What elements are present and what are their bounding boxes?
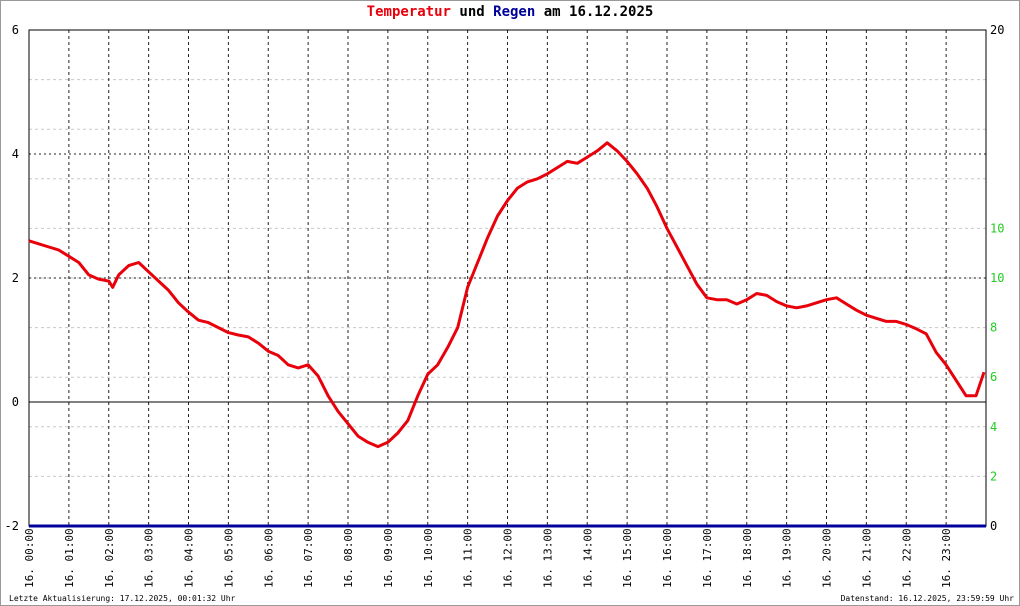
title-and: und [459,4,485,20]
left-tick-label: 4 [12,147,19,161]
x-tick-label: 16. 23:00 [940,528,953,588]
right-tick-label: 4 [990,420,997,434]
footer-last-update: Letzte Aktualisierung: 17.12.2025, 00:01… [9,594,236,603]
right-tick-label: 2 [990,469,997,483]
left-tick-label: 0 [12,395,19,409]
x-tick-label: 16. 02:00 [103,528,116,588]
x-tick-label: 16. 20:00 [821,528,834,588]
x-tick-label: 16. 15:00 [621,528,634,588]
temperature-series-line [28,141,986,449]
grid-layer [29,30,986,526]
x-tick-label: 16. 06:00 [262,528,275,588]
x-tick-label: 16. 00:00 [23,528,36,588]
title-temperature: Temperatur [366,4,451,20]
right-tick-label: 10 [990,271,1004,285]
series-layer [28,141,986,528]
left-tick-label: -2 [5,519,19,533]
x-tick-label: 16. 14:00 [581,528,594,588]
right-tick-label: 20 [990,23,1004,37]
x-tick-label: 16. 09:00 [382,528,395,588]
right-tick-label: 0 [990,519,997,533]
x-tick-label: 16. 08:00 [342,528,355,588]
label-layer: -2 0 2 4 6 0 2 4 6 8 10 10 20 16. 00:00 16. 01:00 16. 0… [5,23,1005,588]
right-tick-label: 8 [990,321,997,335]
x-tick-label: 16. 13:00 [541,528,554,588]
x-tick-label: 16. 05:00 [222,528,235,588]
x-tick-label: 16. 03:00 [143,528,156,588]
x-tick-label: 16. 11:00 [462,528,475,588]
x-tick-label: 16. 04:00 [183,528,196,588]
left-tick-label: 2 [12,271,19,285]
footer-data-status: Datenstand: 16.12.2025, 23:59:59 Uhr [840,594,1014,603]
x-tick-label: 16. 18:00 [741,528,754,588]
x-tick-label: 16. 22:00 [900,528,913,588]
right-tick-label: 6 [990,370,997,384]
right-tick-label: 10 [990,221,1004,235]
x-tick-label: 16. 07:00 [302,528,315,588]
left-tick-label: 6 [12,23,19,37]
title-date: am 16.12.2025 [543,4,654,20]
x-tick-label: 16. 10:00 [422,528,435,588]
x-tick-label: 16. 19:00 [781,528,794,588]
chart-title: Temperatur und Regen am 16.12.2025 [0,4,1020,20]
x-tick-label: 16. 21:00 [860,528,873,588]
title-rain: Regen [493,4,536,20]
x-tick-label: 16. 01:00 [63,528,76,588]
x-tick-label: 16. 17:00 [701,528,714,588]
x-tick-label: 16. 16:00 [661,528,674,588]
x-tick-label: 16. 12:00 [502,528,515,588]
